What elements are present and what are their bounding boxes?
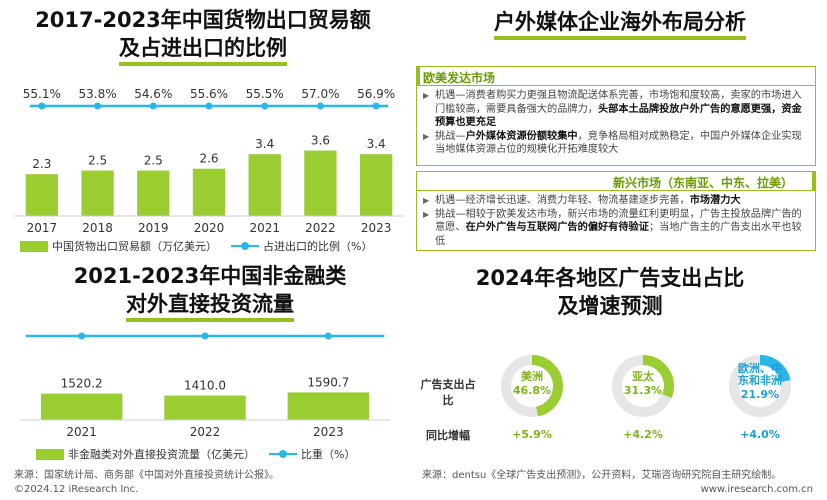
growth-label: +5.9% xyxy=(512,428,552,441)
x-tick-label: 2019 xyxy=(138,221,169,235)
arrow-right-icon: ▶ xyxy=(423,209,430,219)
ratio-marker xyxy=(38,102,46,110)
list-item: ▶ 挑战—户外媒体资源份额较集中，竞争格局相对成熟稳定，中国户外媒体企业实现当地… xyxy=(423,130,802,156)
bar xyxy=(192,168,226,216)
ratio-label: 55.5% xyxy=(246,87,284,101)
market-developed-panel: ▶ 机遇—消费者购买力更强且物流配送体系完善，市场饱和度较高，卖家的市场进入门槛… xyxy=(416,86,816,166)
bar xyxy=(304,150,337,216)
region-name: 美洲 xyxy=(521,369,543,383)
ratio-label: 54.6% xyxy=(134,87,172,101)
x-tick-label: 2022 xyxy=(190,425,221,439)
growth-label: +4.2% xyxy=(623,428,663,441)
ratio-label: 57.0% xyxy=(301,87,339,101)
legend-bar-swatch xyxy=(20,240,48,252)
x-tick-label: 2023 xyxy=(313,425,344,439)
legend-line-swatch xyxy=(269,450,297,458)
legend-line-label: 占进出口的比例（%） xyxy=(263,240,373,253)
bar-value-label: 3.4 xyxy=(367,137,386,151)
source-right: 来源：dentsu《全球广告支出预测》，公开资料，艾瑞咨询研究院自主研究绘制。 xyxy=(422,470,782,481)
region-name: 东和非洲 xyxy=(738,373,782,387)
bar-value-label: 3.6 xyxy=(311,134,330,148)
chart1-title: 2017-2023年中国货物出口贸易额 及占进出口的比例 xyxy=(8,6,398,66)
donut-segment xyxy=(612,355,674,417)
arrow-right-icon: ▶ xyxy=(423,196,430,205)
bar xyxy=(248,154,281,216)
bar xyxy=(81,170,114,216)
list-item: ▶ 机遇—经济增长迅速、消费力年轻、物流基建逐步完善，市场潜力大 xyxy=(423,195,741,206)
bar xyxy=(287,392,370,420)
odi-flow-chart: 85.0% 1520.2 2021 86.4% 1410.0 2022 89.7% 1590.… xyxy=(20,328,390,439)
ratio-label: 85.0% xyxy=(63,328,101,331)
ratio-marker xyxy=(316,102,324,110)
list-item: ▶ 机遇—消费者购买力更强且物流配送体系完善，市场饱和度较高，卖家的市场进入门槛… xyxy=(423,90,802,128)
x-tick-label: 2021 xyxy=(249,221,280,235)
legend-bar-swatch xyxy=(36,448,64,460)
copyright: ©2024.12 iResearch Inc. xyxy=(14,484,139,495)
ratio-marker xyxy=(372,102,380,110)
chart1-legend: 中国货物出口贸易额（万亿美元） 占进出口的比例（%） xyxy=(20,238,372,254)
market-emerging-tag: 新兴市场（东南亚、中东、拉美） xyxy=(416,171,816,191)
bar xyxy=(137,170,170,216)
x-tick-label: 2022 xyxy=(305,221,336,235)
bar xyxy=(40,393,123,420)
chart3-legend: 非金融类对外直接投资流量（亿美元） 比重（%） xyxy=(36,446,355,462)
ratio-label: 56.9% xyxy=(357,87,395,101)
ratio-label: 55.1% xyxy=(23,87,61,101)
ratio-marker xyxy=(201,332,209,340)
bar-value-label: 3.4 xyxy=(255,137,274,151)
ratio-label: 86.4% xyxy=(186,328,224,331)
donut-segment xyxy=(729,355,791,417)
arrow-right-icon: ▶ xyxy=(423,131,430,141)
share-row-label: 广告支出占比 xyxy=(420,378,476,407)
chart3-title: 2021-2023年中国非金融类 对外直接投资流量 xyxy=(40,262,380,322)
growth-label: +4.0% xyxy=(740,428,780,441)
ratio-marker xyxy=(205,102,213,110)
legend-bar-label: 中国货物出口贸易额（万亿美元） xyxy=(52,240,217,253)
bar xyxy=(164,395,246,420)
market-developed-tag: 欧美发达市场 xyxy=(416,66,816,86)
share-label: 46.8% xyxy=(513,384,551,397)
source-left: 来源：国家统计局、商务部《中国对外直接投资统计公报》。 xyxy=(14,470,279,481)
bar xyxy=(359,154,393,216)
ratio-marker xyxy=(261,102,269,110)
ratio-marker xyxy=(324,332,332,340)
x-tick-label: 2021 xyxy=(66,425,97,439)
list-item: ▶ 挑战—相较于欧美发达市场，新兴市场的流量红利更明显，广告主投放品牌广告的意愿… xyxy=(423,208,802,247)
chart4-title: 2024年各地区广告支出占比 及增速预测 xyxy=(475,266,745,318)
bar-value-label: 1520.2 xyxy=(61,377,103,391)
bar-value-label: 2.3 xyxy=(32,157,51,171)
growth-row-label: 同比增幅 xyxy=(426,429,470,442)
market-emerging-panel: ▶ 机遇—经济增长迅速、消费力年轻、物流基建逐步完善，市场潜力大 ▶ 挑战—相较… xyxy=(416,191,816,251)
ratio-marker xyxy=(94,102,102,110)
legend-bar-label: 非金融类对外直接投资流量（亿美元） xyxy=(68,448,255,461)
bar xyxy=(25,174,59,216)
legend-line-label: 比重（%） xyxy=(301,448,356,461)
bar-value-label: 2.5 xyxy=(88,154,107,168)
arrow-right-icon: ▶ xyxy=(423,91,430,100)
ratio-marker xyxy=(78,332,86,340)
x-tick-label: 2020 xyxy=(194,221,225,235)
analysis-title: 户外媒体企业海外布局分析 xyxy=(430,8,810,40)
ratio-marker xyxy=(149,102,157,110)
bar-value-label: 1410.0 xyxy=(184,379,226,393)
share-label: 31.3% xyxy=(624,384,662,397)
bar-value-label: 2.5 xyxy=(144,154,163,168)
export-trade-chart: 55.1% 2.3 2017 53.8% 2.5 2018 54.6% 2.5 2019 55.6… xyxy=(14,87,404,235)
x-tick-label: 2023 xyxy=(361,221,392,235)
ratio-label: 55.6% xyxy=(190,87,228,101)
legend-line-swatch xyxy=(231,242,259,250)
ratio-label: 89.7% xyxy=(309,328,347,331)
x-tick-label: 2017 xyxy=(27,221,58,235)
x-tick-label: 2018 xyxy=(82,221,113,235)
bar-value-label: 2.6 xyxy=(199,152,218,166)
share-label: 21.9% xyxy=(741,388,779,401)
region-name: 亚太 xyxy=(632,369,655,383)
bar-value-label: 1590.7 xyxy=(307,375,349,389)
ratio-label: 53.8% xyxy=(79,87,117,101)
site-url: www.iresearch.com.cn xyxy=(700,484,813,495)
region-name: 欧洲、中 xyxy=(738,361,782,375)
donut-segment xyxy=(501,355,563,417)
